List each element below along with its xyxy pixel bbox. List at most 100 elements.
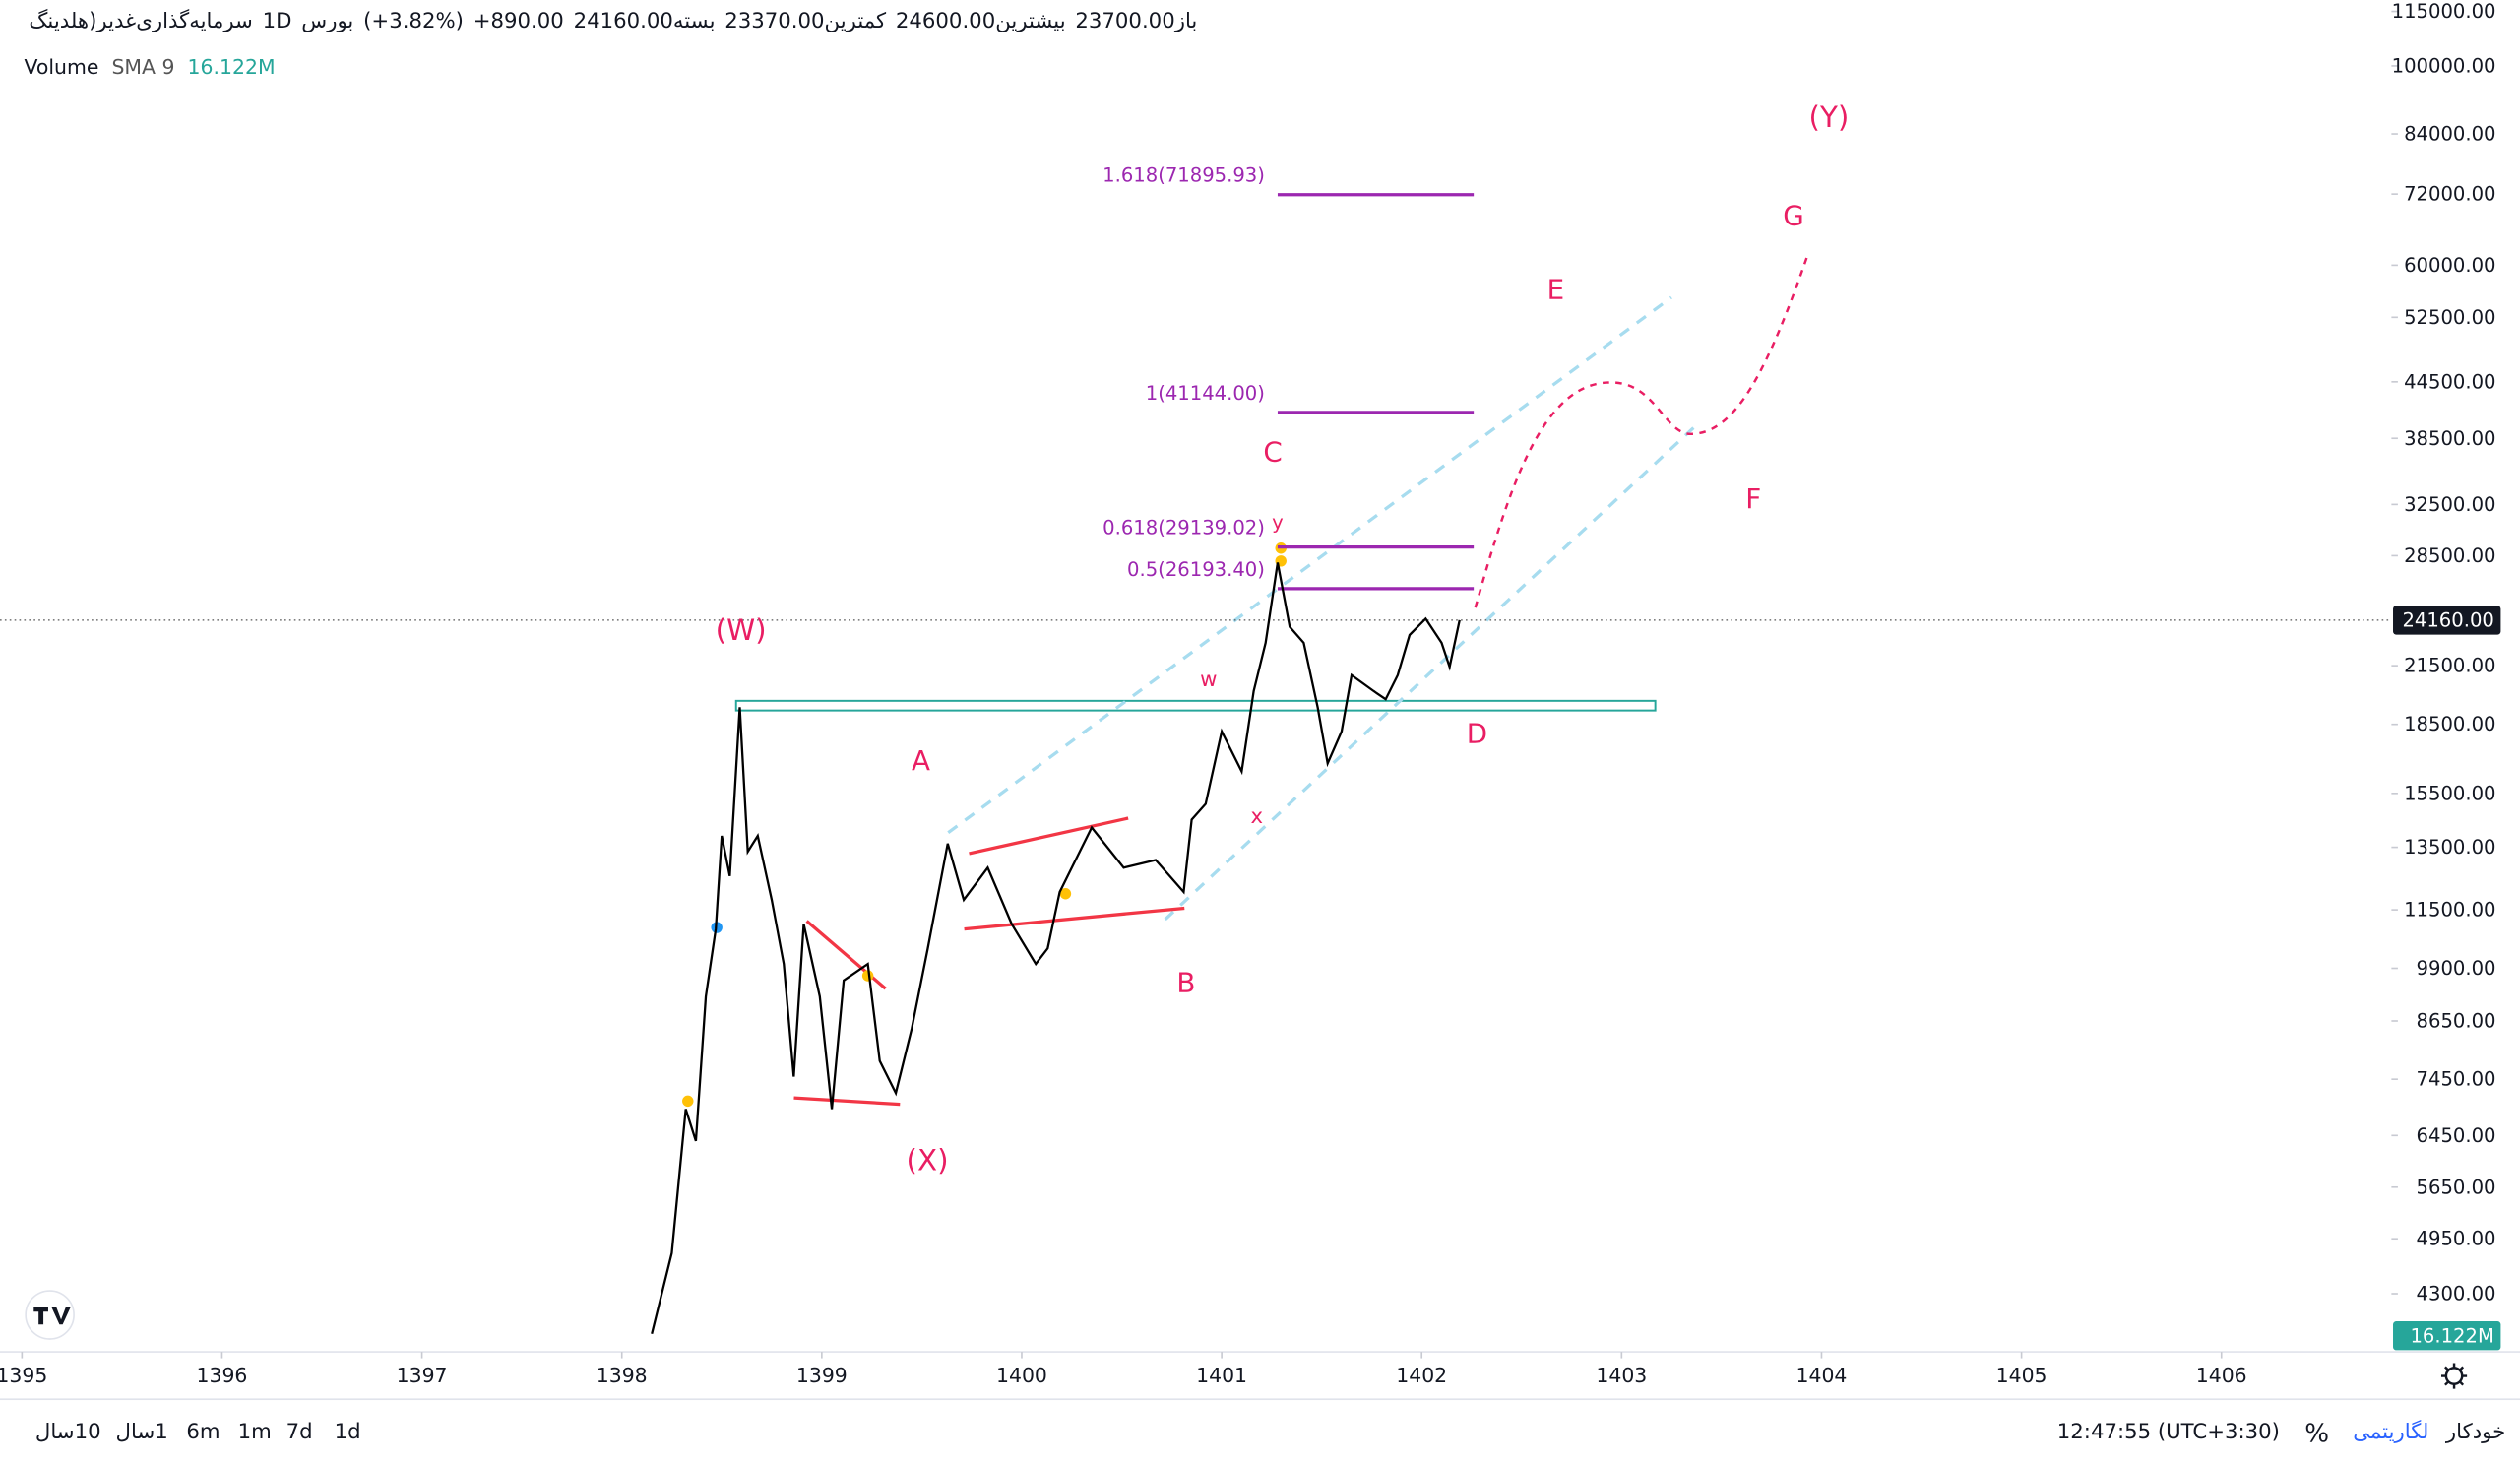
- auto-toggle[interactable]: خودکار: [2445, 1421, 2506, 1445]
- indicator-value: 16.122M: [187, 54, 276, 79]
- signal-dot: [1059, 888, 1072, 900]
- x-tick-label: 1400: [996, 1364, 1047, 1387]
- wave-label: w: [1200, 668, 1217, 692]
- last-price-label: 24160.00: [2402, 608, 2493, 631]
- y-tick-label: 60000.00: [2404, 254, 2495, 277]
- wave-label: B: [1176, 966, 1195, 998]
- y-tick-label: 38500.00: [2404, 427, 2495, 450]
- clock: 12:47:55 (UTC+3:30): [2056, 1421, 2280, 1445]
- last-price-tag: [2393, 606, 2501, 635]
- channel-bottom: [1164, 424, 1697, 922]
- range-button[interactable]: 1سال: [115, 1421, 168, 1445]
- projection-path: [1474, 253, 1809, 608]
- y-tick-label: 84000.00: [2404, 123, 2495, 146]
- y-tick-label: 4300.00: [2417, 1283, 2496, 1306]
- y-tick-label: 100000.00: [2392, 54, 2496, 77]
- chart: 115000.00 100000.00 84000.00 72000.00 60000.…: [0, 0, 2520, 1389]
- y-tick-label: 6450.00: [2417, 1124, 2496, 1147]
- bottom-toolbar: 12:47:55 (UTC+3:30) % لگاریتمی خودکار 10…: [0, 1398, 2520, 1466]
- label: بسته: [672, 9, 716, 34]
- x-tick-label: 1404: [1796, 1364, 1848, 1387]
- x-tick-label: 1397: [397, 1364, 448, 1387]
- wave-label: F: [1745, 482, 1761, 515]
- price-line: [651, 562, 1461, 1335]
- range-button[interactable]: 10سال: [34, 1421, 101, 1445]
- x-tick-label: 1406: [2196, 1364, 2247, 1387]
- indicator-title: Volume: [24, 54, 99, 79]
- trend-line: [969, 816, 1129, 856]
- support-zone: [734, 699, 1657, 712]
- y-tick-label: 4950.00: [2417, 1228, 2496, 1250]
- wave-label: E: [1547, 274, 1565, 306]
- fib-label: 1.618(71895.93): [1102, 164, 1265, 187]
- wave-label: x: [1250, 804, 1263, 829]
- interval: 1D: [262, 9, 292, 34]
- signal-dot: [682, 1095, 694, 1108]
- x-tick-label: 1395: [0, 1364, 47, 1387]
- wave-label: G: [1783, 200, 1804, 232]
- range-button[interactable]: 7d: [285, 1421, 313, 1445]
- label: بیشترین: [995, 9, 1066, 34]
- log-toggle[interactable]: لگاریتمی: [2353, 1421, 2429, 1445]
- percent-toggle[interactable]: %: [2304, 1417, 2330, 1449]
- x-tick-label: 1398: [597, 1364, 648, 1387]
- fib-label: 0.618(29139.02): [1102, 517, 1265, 540]
- trend-line: [964, 906, 1185, 931]
- range-button[interactable]: 1m: [237, 1421, 272, 1445]
- wave-label: y: [1272, 511, 1284, 534]
- range-button[interactable]: 1d: [334, 1421, 361, 1445]
- x-tick-label: 1396: [197, 1364, 248, 1387]
- y-tick-label: 8650.00: [2417, 1010, 2496, 1033]
- fib-label: 0.5(26193.40): [1127, 558, 1265, 581]
- value: 23700.00: [1075, 9, 1175, 34]
- y-tick-label: 115000.00: [2392, 0, 2496, 23]
- y-tick-label: 21500.00: [2404, 655, 2495, 677]
- wave-label: (W): [716, 613, 767, 647]
- value: 23370.00: [724, 9, 825, 34]
- channel-top: [947, 295, 1672, 835]
- x-tick-label: 1401: [1196, 1364, 1247, 1387]
- value: 24600.00: [895, 9, 996, 34]
- wave-label: A: [912, 744, 930, 777]
- label: کمترین: [824, 9, 887, 34]
- trend-line: [793, 1096, 901, 1107]
- y-tick-label: 9900.00: [2417, 957, 2496, 980]
- fib-label: 1(41144.00): [1146, 382, 1265, 405]
- symbol-header: باز23700.00 بیشترین24600.00 کمترین23370.…: [29, 10, 1197, 33]
- y-tick-label: 13500.00: [2404, 836, 2495, 859]
- y-tick-label: 15500.00: [2404, 782, 2495, 804]
- volume-tag-label: 16.122M: [2410, 1324, 2493, 1347]
- symbol-name: سرمایه‌گذاری‌غدیر(هلدینگ: [29, 9, 253, 34]
- y-tick-label: 52500.00: [2404, 306, 2495, 329]
- volume-tag: [2393, 1321, 2501, 1351]
- indicator-params: SMA 9: [111, 54, 175, 79]
- exchange: بورس: [301, 9, 354, 34]
- x-tick-label: 1399: [796, 1364, 848, 1387]
- tv-logo: [25, 1290, 75, 1340]
- y-tick-label: 7450.00: [2417, 1068, 2496, 1091]
- x-tick-label: 1403: [1596, 1364, 1647, 1387]
- y-tick-label: 72000.00: [2404, 183, 2495, 206]
- wave-label: D: [1467, 717, 1487, 749]
- y-tick-label: 18500.00: [2404, 713, 2495, 735]
- range-button[interactable]: 6m: [186, 1421, 220, 1445]
- wave-label: (Y): [1809, 100, 1850, 134]
- x-tick-label: 1405: [1996, 1364, 2048, 1387]
- change: +890.00: [472, 9, 564, 34]
- wave-label: C: [1263, 436, 1282, 469]
- y-tick-label: 32500.00: [2404, 493, 2495, 516]
- label: باز: [1174, 9, 1198, 34]
- volume-legend: Volume SMA 9 16.122M: [24, 55, 275, 79]
- settings-icon[interactable]: [2440, 1363, 2468, 1389]
- wave-label: (X): [907, 1144, 949, 1178]
- ohlc: باز23700.00: [1075, 10, 1197, 33]
- value: 24160.00: [573, 9, 673, 34]
- x-tick-label: 1402: [1396, 1364, 1447, 1387]
- y-tick-label: 28500.00: [2404, 544, 2495, 567]
- change-pct: (+3.82%): [363, 9, 464, 34]
- y-tick-label: 44500.00: [2404, 370, 2495, 393]
- y-tick-label: 11500.00: [2404, 899, 2495, 922]
- y-tick-label: 5650.00: [2417, 1176, 2496, 1198]
